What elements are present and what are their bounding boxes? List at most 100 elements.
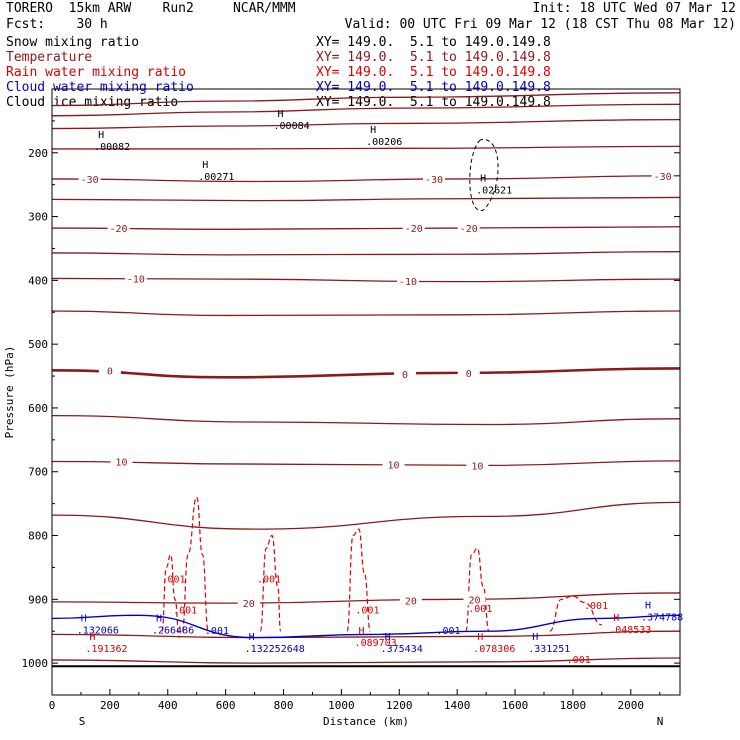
maximum-label: .375434 (381, 644, 423, 655)
x-tick-label: 2000 (618, 699, 645, 712)
label-mask (457, 366, 480, 379)
cloud-water-contour (51, 614, 681, 639)
legend-xy: XY= 149.0. 5.1 to 149.0.149.8 (316, 65, 551, 80)
x-tick-label: 1200 (386, 699, 413, 712)
x-tick-label: 600 (216, 699, 236, 712)
maximum-marker: H (532, 632, 538, 643)
maximum-marker: H (249, 632, 255, 643)
legend-label: Rain water mixing ratio (6, 65, 187, 80)
contour-value-label: .001 (257, 575, 281, 586)
label-mask (423, 172, 446, 185)
isotherm--40 (51, 118, 681, 130)
contour-value-label: .001 (355, 605, 379, 616)
y-tick-label: 400 (28, 274, 48, 287)
endpoint-south: S (79, 715, 86, 728)
maximum-marker: H (613, 613, 619, 624)
isotherm-30 (51, 657, 681, 664)
model-title: TORERO 15km ARW Run2 NCAR/MMM (6, 1, 296, 16)
x-tick-label: 800 (274, 699, 294, 712)
rain-contour (465, 547, 490, 632)
maximum-marker: H (278, 109, 284, 120)
isotherm-label: -10 (127, 274, 145, 285)
maximum-marker: H (477, 632, 483, 643)
label-mask (396, 275, 419, 288)
contour-value-label: .001 (173, 605, 197, 616)
isotherm--30 (51, 175, 681, 183)
isotherm--50 (51, 92, 681, 107)
maximum-label: .266486 (152, 625, 194, 636)
legend-xy: XY= 149.0. 5.1 to 149.0.149.8 (316, 50, 551, 65)
maximum-marker: H (385, 632, 391, 643)
rain-contour (549, 595, 603, 632)
isotherm-label: 10 (471, 461, 483, 472)
label-mask (124, 272, 147, 285)
legend-label: Temperature (6, 50, 93, 65)
y-tick-label: 800 (28, 530, 48, 543)
label-mask (402, 222, 425, 235)
isotherm--15 (51, 251, 681, 256)
x-tick-label: 1000 (328, 699, 355, 712)
isotherm-label: -30 (81, 175, 99, 186)
contour-value-label: .001 (468, 604, 492, 615)
endpoint-north: N (657, 715, 664, 728)
maximum-marker: H (480, 173, 486, 184)
isotherm-label: 0 (107, 366, 113, 377)
isotherm-label: -30 (425, 175, 443, 186)
maximum-label: .078306 (473, 644, 515, 655)
isotherm--25 (51, 196, 681, 202)
y-tick-label: 600 (28, 402, 48, 415)
maximum-label: .02621 (476, 185, 512, 196)
forecast-hour: Fcst: 30 h (6, 17, 108, 32)
isotherm-15 (51, 501, 681, 530)
isotherm-label: -10 (399, 277, 417, 288)
rain-contour (161, 554, 180, 639)
maximum-label: .191362 (85, 644, 127, 655)
legend-xy: XY= 149.0. 5.1 to 149.0.149.8 (316, 35, 551, 50)
maximum-label: .132252648 (245, 644, 305, 655)
maximum-label: .00082 (94, 142, 130, 153)
cloud-water-contours (51, 614, 681, 639)
maximum-marker: H (645, 601, 651, 612)
legend-label: Cloud water mixing ratio (6, 80, 194, 95)
legend-xy: XY= 149.0. 5.1 to 149.0.149.8 (316, 80, 551, 95)
label-mask (651, 169, 674, 182)
isotherm-label: 20 (243, 599, 255, 610)
maximum-label: .00084 (274, 121, 310, 132)
isotherm--45 (51, 103, 681, 117)
contour-value-label: .001 (162, 575, 186, 586)
isotherm-label: 10 (387, 461, 399, 472)
label-mask (399, 594, 422, 607)
maximum-label: .00271 (198, 172, 234, 183)
maximum-label: .089703 (355, 638, 397, 649)
maximum-marker: H (370, 125, 376, 136)
isotherm-10 (51, 460, 681, 467)
x-tick-label: 400 (158, 699, 178, 712)
maximum-label: .331251 (528, 644, 570, 655)
maximum-marker: H (156, 613, 162, 624)
legend-label: Cloud ice mixing ratio (6, 95, 179, 110)
label-mask (107, 222, 130, 235)
contour-value-label: .001 (567, 655, 591, 666)
label-mask (394, 368, 417, 381)
x-tick-label: 200 (100, 699, 120, 712)
maximum-label: .132066 (77, 625, 119, 636)
maximum-label: .374788 (641, 613, 683, 624)
x-tick-label: 0 (49, 699, 56, 712)
label-mask (382, 458, 405, 471)
y-tick-label: 500 (28, 338, 48, 351)
x-tick-label: 1600 (502, 699, 529, 712)
isotherm-0 (51, 367, 681, 379)
isotherm-label: -20 (460, 224, 478, 235)
y-tick-label: 700 (28, 466, 48, 479)
isotherm-label: 20 (469, 595, 481, 606)
valid-time: Valid: 00 UTC Fri 09 Mar 12 (18 CST Thu … (344, 17, 736, 32)
contour-value-label: .001 (584, 601, 608, 612)
isotherm-label: -20 (110, 224, 128, 235)
maximum-marker: H (202, 160, 208, 171)
isotherm-20 (51, 592, 681, 604)
snow-contours (469, 139, 499, 211)
y-axis-title: Pressure (hPa) (3, 346, 16, 439)
y-tick-label: 200 (28, 147, 48, 160)
y-tick-label: 300 (28, 211, 48, 224)
